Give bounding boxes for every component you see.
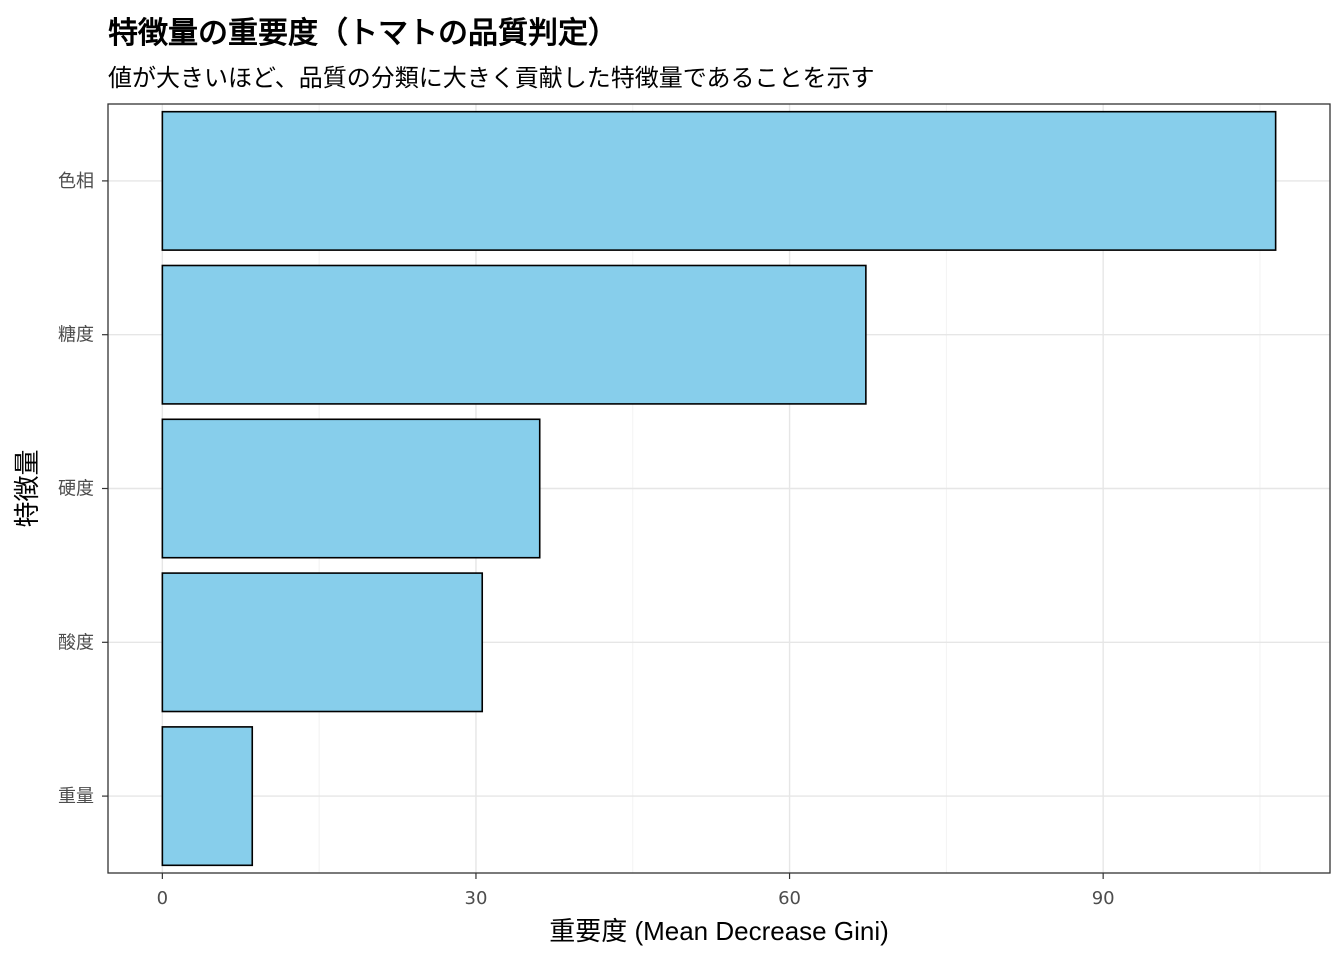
chart-title: 特徴量の重要度（トマトの品質判定） — [108, 16, 618, 51]
bar-5 — [161, 726, 254, 867]
y-tick-label: 色相 — [58, 171, 94, 192]
chart-subtitle: 値が大きいほど、品質の分類に大きく貢献した特徴量であることを示す — [108, 64, 875, 92]
x-tick-label: 60 — [778, 888, 801, 909]
y-tick-label: 硬度 — [58, 479, 94, 500]
bars — [161, 110, 1277, 867]
y-tick-label: 重量 — [58, 786, 94, 807]
x-tick-label: 30 — [465, 888, 488, 909]
y-axis-title: 特徴量 — [12, 449, 42, 527]
bar-1 — [161, 110, 1277, 251]
y-tick-label: 酸度 — [58, 632, 94, 653]
bar-4 — [161, 572, 484, 713]
x-axis-title: 重要度 (Mean Decrease Gini) — [549, 916, 889, 946]
bar-3 — [161, 418, 541, 559]
x-tick-label: 90 — [1092, 888, 1115, 909]
y-tick-label: 糖度 — [58, 325, 94, 346]
bar-2 — [161, 264, 867, 405]
x-tick-label: 0 — [157, 888, 168, 909]
